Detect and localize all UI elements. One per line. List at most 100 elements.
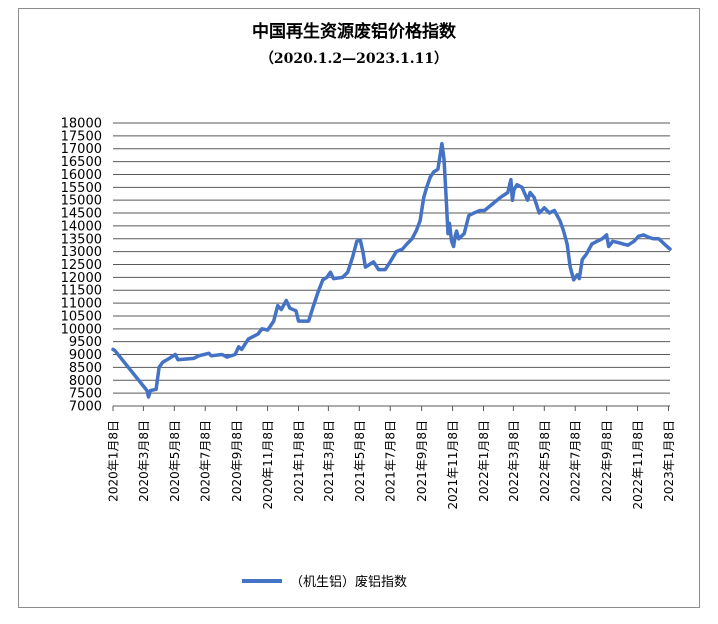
y-tick-label: 18000: [61, 117, 102, 132]
x-tick-label: 2020年1月8日: [107, 420, 121, 502]
data-point: [665, 245, 669, 248]
y-tick-label: 7500: [69, 387, 102, 402]
data-point: [590, 242, 594, 246]
data-point: [483, 209, 486, 212]
x-tick-label: 2020年5月8日: [168, 420, 182, 502]
data-point: [562, 229, 565, 233]
data-point: [117, 354, 121, 358]
x-tick-label: 2022年1月8日: [477, 420, 491, 502]
data-point: [168, 357, 171, 360]
chart-title: 中国再生资源废铝价格指数: [252, 21, 457, 42]
data-point: [538, 211, 541, 215]
x-tick-label: 2022年9月8日: [600, 420, 614, 502]
data-point: [453, 235, 457, 238]
data-point: [425, 186, 428, 189]
y-tick-label: 10500: [61, 309, 102, 324]
x-tick-label: 2021年5月8日: [353, 420, 367, 502]
data-point: [321, 278, 325, 282]
data-point: [297, 319, 300, 323]
data-point: [648, 236, 651, 239]
chart-subtitle: （2020.1.2—2023.1.11）: [260, 51, 448, 67]
data-point: [351, 255, 354, 258]
data-point: [432, 170, 436, 174]
data-point: [316, 291, 319, 294]
data-point: [499, 196, 502, 199]
data-point: [157, 366, 161, 369]
data-point: [444, 193, 448, 197]
data-point: [225, 355, 229, 359]
data-point: [512, 188, 516, 192]
x-tick-label: 2021年3月8日: [322, 420, 336, 502]
data-point: [611, 240, 614, 243]
data-point: [600, 237, 604, 240]
y-tick-label: 11500: [61, 284, 102, 299]
data-point: [422, 196, 425, 199]
y-tick-label: 12500: [61, 258, 102, 273]
data-point: [276, 304, 279, 307]
data-point: [401, 247, 404, 251]
x-tick-label: 2020年9月8日: [230, 420, 244, 502]
data-point: [657, 237, 661, 240]
data-point: [506, 191, 510, 194]
data-point: [355, 240, 358, 243]
data-point: [543, 206, 546, 210]
data-point: [247, 337, 250, 341]
data-point: [368, 263, 371, 266]
data-point: [220, 353, 224, 356]
x-tick-label: 2023年1月8日: [662, 420, 676, 502]
data-point: [395, 250, 398, 253]
data-point: [576, 273, 579, 276]
data-point: [668, 247, 672, 251]
data-point: [359, 238, 362, 242]
y-tick-label: 7000: [69, 400, 102, 415]
data-point: [520, 186, 524, 189]
data-point: [585, 253, 588, 256]
x-tick-label: 2021年1月8日: [292, 420, 306, 502]
data-point: [210, 354, 213, 358]
data-point: [147, 395, 150, 399]
x-tick-label: 2022年5月8日: [538, 420, 552, 502]
data-point: [467, 214, 470, 217]
data-point: [332, 277, 335, 280]
data-point: [280, 308, 283, 311]
data-point: [237, 345, 240, 349]
data-point: [429, 175, 432, 179]
data-point: [617, 241, 620, 244]
x-tick-label: 2022年3月8日: [507, 420, 521, 502]
data-point: [642, 233, 645, 237]
data-point: [256, 332, 260, 336]
y-tick-label: 10000: [61, 322, 102, 337]
data-point: [626, 244, 630, 247]
y-tick-label: 11000: [61, 297, 102, 312]
legend: （机生铝）废铝指数: [242, 574, 407, 590]
y-tick-label: 14000: [61, 219, 102, 234]
data-point: [478, 209, 482, 212]
data-point: [581, 258, 584, 261]
data-point: [149, 389, 152, 392]
data-point: [450, 240, 453, 243]
data-point: [174, 353, 177, 356]
data-point: [578, 277, 581, 280]
data-point: [113, 349, 117, 352]
data-point: [410, 237, 414, 240]
x-axis-ticks: 2020年1月8日 2020年3月8日 2020年5月8日 2020年7月8日 2020…: [107, 406, 676, 509]
data-point: [568, 265, 572, 269]
x-tick-label: 2021年7月8日: [384, 420, 398, 502]
data-point: [528, 191, 532, 194]
x-tick-label: 2022年11月8日: [631, 420, 645, 509]
y-tick-label: 8500: [69, 361, 102, 376]
data-point: [446, 232, 450, 235]
data-point: [325, 276, 329, 279]
y-tick-label: 13500: [61, 232, 102, 247]
y-tick-label: 8000: [69, 374, 102, 389]
y-tick-label: 15000: [61, 194, 102, 209]
y-tick-label: 9500: [69, 335, 102, 350]
data-point: [511, 198, 514, 202]
data-point: [240, 348, 243, 351]
data-point: [621, 242, 625, 246]
y-tick-label: 12000: [61, 271, 102, 286]
series-line-0: [111, 141, 672, 399]
y-axis-ticks: 7000750080008500900095001000010500110001…: [61, 117, 102, 415]
legend-label: （机生铝）废铝指数: [290, 574, 407, 590]
